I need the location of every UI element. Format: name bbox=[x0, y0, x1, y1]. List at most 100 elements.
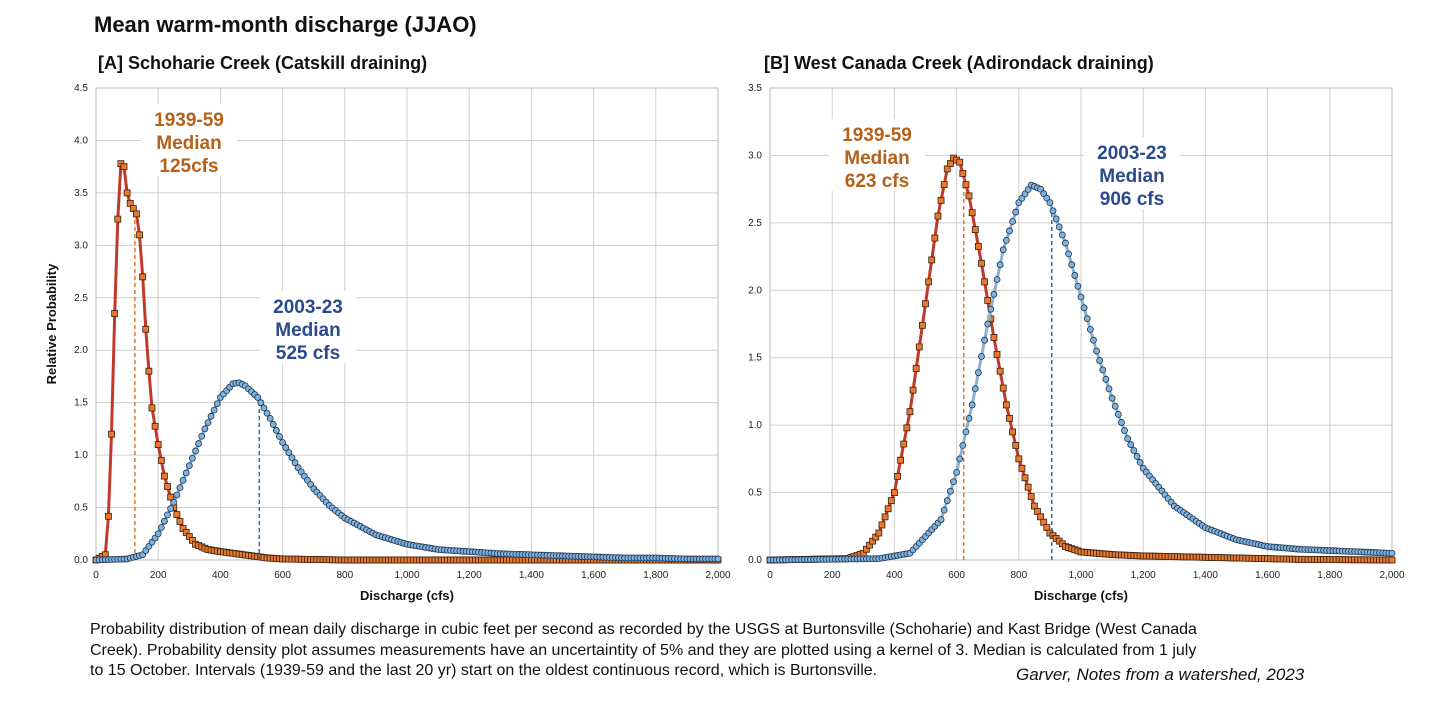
chart-b-early-point bbox=[928, 256, 936, 264]
chart-a-recent-point bbox=[263, 409, 271, 417]
chart-a-recent-point bbox=[260, 404, 268, 412]
chart-b-recent-point bbox=[1049, 207, 1057, 215]
chart-a-early-point bbox=[142, 325, 150, 333]
chart-a-xtick-label: 800 bbox=[336, 570, 353, 581]
chart-a-xtick-label: 1,800 bbox=[643, 570, 668, 581]
chart-a-early-median-label: 125cfs bbox=[159, 156, 218, 177]
chart-b-early-point bbox=[956, 158, 964, 166]
chart-b-early-point bbox=[971, 226, 979, 234]
chart-a-recent-point bbox=[201, 425, 209, 433]
chart-a-xtick-label: 1,400 bbox=[519, 570, 544, 581]
chart-b-recent-point bbox=[1121, 427, 1128, 434]
chart-a-recent-point bbox=[207, 412, 215, 420]
chart-b-recent-point bbox=[937, 516, 945, 523]
caption-line-2: Creek). Probability density plot assumes… bbox=[90, 641, 1197, 659]
chart-a-recent-point bbox=[182, 469, 190, 477]
chart-b-recent-label-bg bbox=[1084, 137, 1180, 209]
chart-b-recent-point bbox=[1127, 441, 1135, 448]
chart-b-recent-point bbox=[1083, 315, 1091, 323]
chart-b-early-point bbox=[978, 259, 985, 267]
chart-a-xtick-label: 0 bbox=[93, 570, 99, 581]
chart-a-early-median-label: Median bbox=[156, 133, 221, 154]
chart-b-recent-point bbox=[1012, 208, 1020, 216]
chart-b-early-point bbox=[1018, 464, 1026, 472]
chart-b-recent-point bbox=[1058, 231, 1066, 239]
credit-line: Garver, Notes from a watershed, 2023 bbox=[1016, 665, 1305, 684]
chart-b-recent-point bbox=[1043, 194, 1051, 202]
chart-b-plot-frame bbox=[769, 87, 1393, 561]
chart-b-early-point bbox=[934, 212, 942, 220]
chart-b-recent-point bbox=[962, 428, 970, 436]
chart-a-recent-point bbox=[282, 444, 290, 451]
chart-b-xtick-label: 1,400 bbox=[1193, 570, 1218, 581]
chart-b-early-point bbox=[922, 300, 929, 308]
chart-b-early-point bbox=[881, 513, 889, 521]
main-title: Mean warm-month discharge (JJAO) bbox=[94, 12, 477, 37]
chart-b-early-point bbox=[1388, 556, 1396, 564]
chart-b-ytick-label: 0.5 bbox=[748, 488, 762, 499]
chart-b-early-point bbox=[1002, 401, 1010, 409]
chart-b-recent-point bbox=[1105, 385, 1113, 393]
chart-a-recent-label-bg bbox=[260, 291, 356, 363]
chart-b-recent-point bbox=[1040, 190, 1048, 198]
chart-b-early-point bbox=[999, 384, 1007, 392]
chart-b-ytick-label: 1.0 bbox=[748, 420, 762, 431]
chart-a-recent-median-label: 525 cfs bbox=[276, 343, 340, 364]
chart-b-recent-point bbox=[1388, 549, 1396, 557]
panel-b-title: [B] West Canada Creek (Adirondack draini… bbox=[764, 53, 1154, 73]
chart-a-early-point bbox=[173, 511, 181, 518]
chart-a-early-point bbox=[139, 273, 147, 281]
chart-a-early-point bbox=[176, 518, 184, 525]
chart-a-early-point bbox=[123, 189, 131, 197]
chart-a-y-axis-label: Relative Probability bbox=[44, 263, 59, 384]
chart-b-early-point bbox=[900, 440, 908, 448]
chart-b-early-point bbox=[1027, 493, 1035, 501]
chart-b-early-point bbox=[903, 424, 911, 432]
chart-b-early-median-label: 623 cfs bbox=[845, 171, 909, 192]
chart-b-early-point bbox=[909, 386, 917, 394]
chart-b-recent-point bbox=[1080, 304, 1088, 312]
chart-b-recent-point bbox=[1052, 215, 1060, 223]
chart-b-recent-point bbox=[1136, 458, 1144, 466]
chart-a-recent-point bbox=[269, 421, 277, 428]
chart-b-early-point bbox=[959, 170, 967, 177]
chart-a-early-point bbox=[167, 493, 175, 501]
chart-b-early-point bbox=[984, 296, 992, 304]
chart-b-early-point bbox=[875, 529, 883, 537]
chart-b-recent-point bbox=[996, 261, 1004, 269]
chart-b-recent-point bbox=[987, 305, 995, 313]
chart-a-recent-point bbox=[288, 454, 296, 462]
chart-a-xtick-label: 400 bbox=[212, 570, 229, 581]
chart-a-recent-point bbox=[291, 459, 299, 467]
chart-a-xtick-label: 1,600 bbox=[581, 570, 606, 581]
chart-b-early-point bbox=[1021, 474, 1029, 482]
chart-b-recent-point bbox=[1002, 236, 1010, 244]
chart-b-recent-point bbox=[946, 487, 954, 495]
chart-b-recent-point bbox=[971, 385, 979, 393]
chart-a-recent-median-label: Median bbox=[275, 320, 340, 341]
chart-b-early-point bbox=[974, 243, 982, 250]
panel-a-title: [A] Schoharie Creek (Catskill draining) bbox=[98, 53, 428, 73]
chart-b-recent-point bbox=[1006, 227, 1013, 235]
chart-a-recent-point bbox=[276, 433, 283, 440]
chart-b-recent-point bbox=[1114, 410, 1122, 418]
chart-b-early-point bbox=[1009, 428, 1016, 436]
chart-b-recent-point bbox=[1130, 447, 1138, 454]
chart-a-early-point bbox=[164, 483, 171, 490]
chart-b-xtick-label: 200 bbox=[824, 570, 841, 581]
chart-b-early-point bbox=[878, 521, 886, 529]
chart-b-recent-point bbox=[1133, 453, 1141, 460]
chart-b-ytick-label: 0.0 bbox=[748, 555, 762, 566]
chart-b-recent-point bbox=[981, 336, 988, 344]
chart-b-recent-point bbox=[1065, 250, 1072, 258]
chart-a-x-axis-label: Discharge (cfs) bbox=[360, 588, 454, 603]
chart-b-recent-median-label: Median bbox=[1099, 166, 1164, 187]
chart-b-recent-point bbox=[993, 276, 1001, 283]
chart-a-recent-point bbox=[257, 399, 265, 407]
chart-a-ytick-label: 0.5 bbox=[74, 503, 88, 514]
chart-a-early-point bbox=[148, 404, 156, 412]
chart-a-ytick-label: 2.0 bbox=[74, 345, 88, 356]
chart-a-ytick-label: 4.5 bbox=[74, 83, 88, 94]
chart-a-early-point bbox=[133, 210, 140, 218]
chart-a-recent-point bbox=[167, 505, 175, 513]
